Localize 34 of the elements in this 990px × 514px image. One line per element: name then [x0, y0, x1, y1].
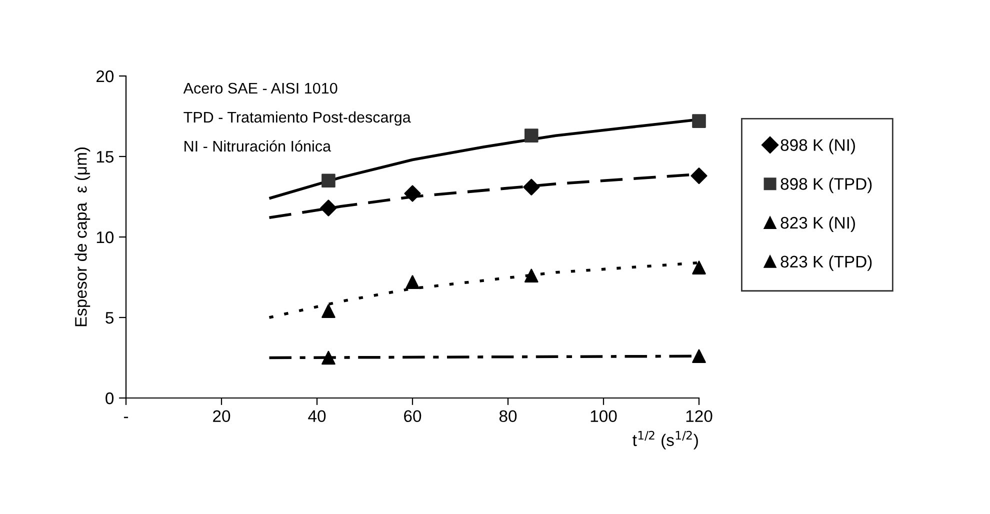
point — [404, 185, 421, 202]
y-tick-label: 10 — [96, 231, 114, 244]
y-tick-label: 0 — [106, 392, 114, 404]
x-tick-label: 20 — [213, 410, 230, 422]
point — [523, 178, 540, 196]
x-tick-label: 80 — [499, 410, 517, 422]
x-tick-label: 40 — [308, 410, 326, 422]
x-tick-label: - — [124, 416, 128, 418]
point — [692, 349, 706, 364]
y-tick-label: 15 — [96, 151, 114, 163]
y-axis-title: Espesor de capa ε (μm) — [74, 148, 90, 326]
point — [524, 128, 538, 142]
point — [692, 260, 706, 274]
point — [322, 174, 336, 188]
point — [524, 268, 538, 283]
legend-label: 898 K (NI) — [780, 138, 855, 154]
point — [322, 304, 336, 318]
point — [322, 350, 336, 365]
x-tick-label: 120 — [686, 410, 712, 422]
legend-label: 823 K (NI) — [780, 216, 855, 232]
x-tick-label: 60 — [404, 410, 422, 422]
y-tick-label: 20 — [96, 70, 114, 82]
legend-label: 898 K (TPD) — [780, 178, 872, 194]
annotation: TPD - Tratamiento Post-descarga — [184, 111, 411, 126]
y-tick-label: 5 — [106, 312, 114, 324]
x-tick-label: 100 — [590, 410, 617, 422]
legend-label: 823 K (TPD) — [780, 255, 872, 271]
annotation: Acero SAE - AISI 1010 — [183, 82, 338, 94]
point — [406, 275, 420, 289]
point — [690, 168, 708, 184]
x-axis-title: t$^{1/2}$ (s$^{1/2}$) — [632, 430, 698, 450]
point — [320, 200, 337, 216]
point — [692, 114, 706, 128]
annotation: NI - Nitruración Iónica — [184, 140, 332, 152]
